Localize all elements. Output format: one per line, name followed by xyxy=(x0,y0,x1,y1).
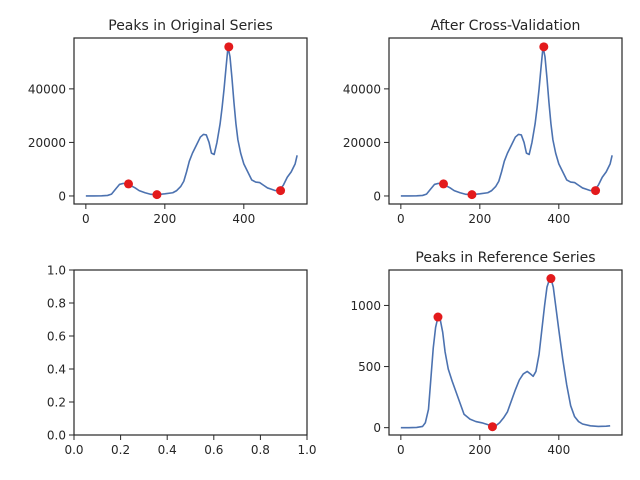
x-tick-label: 400 xyxy=(547,443,570,457)
subplot-title: Peaks in Original Series xyxy=(108,18,273,34)
y-tick-label: 40000 xyxy=(28,82,66,96)
x-tick-label: 0 xyxy=(397,212,405,226)
peak-marker xyxy=(539,42,549,52)
peak-marker xyxy=(438,179,448,189)
peak-marker xyxy=(546,274,556,284)
series-line xyxy=(400,46,613,197)
peak-marker xyxy=(591,186,601,196)
y-tick-label: 0 xyxy=(373,421,381,435)
y-tick-label: 500 xyxy=(358,360,381,374)
y-tick-label: 0.2 xyxy=(47,396,66,410)
x-tick-label: 0 xyxy=(82,212,90,226)
x-tick-label: 200 xyxy=(468,443,491,457)
y-tick-label: 0 xyxy=(373,189,381,203)
y-tick-label: 0 xyxy=(58,189,66,203)
subplot-empty: 0.0 0.2 0.4 0.6 0.8 1.0 0.0 0.2 0.4 0.6 0.8 1.0 xyxy=(47,264,317,458)
x-tick-label: 0.8 xyxy=(251,443,270,457)
x-tick-label: 200 xyxy=(468,212,491,226)
axes-frame xyxy=(73,37,308,205)
peak-marker xyxy=(123,179,133,189)
x-tick-label: 400 xyxy=(547,212,570,226)
peak-marker xyxy=(152,190,162,200)
x-tick-label: 0.0 xyxy=(64,443,83,457)
axes-frame xyxy=(388,269,623,436)
x-tick-label: 1.0 xyxy=(297,443,316,457)
subplot-reference-series: Peaks in Reference Series 0 200 400 0 500 100… xyxy=(350,250,623,457)
y-tick-label: 40000 xyxy=(343,82,381,96)
axes-frame xyxy=(73,269,308,436)
x-tick-label: 0 xyxy=(397,443,405,457)
peak-marker xyxy=(467,190,477,200)
y-tick-label: 1000 xyxy=(350,299,381,313)
series-line xyxy=(85,46,298,197)
y-tick-label: 20000 xyxy=(28,136,66,150)
subplot-original-series: Peaks in Original Series 0 200 400 0 20000 40… xyxy=(28,18,308,226)
subplot-title: After Cross-Validation xyxy=(431,18,581,34)
y-tick-label: 0.0 xyxy=(47,429,66,443)
y-tick-label: 0.8 xyxy=(47,297,66,311)
axes-frame xyxy=(388,37,623,205)
peak-marker xyxy=(276,186,286,196)
y-tick-label: 0.4 xyxy=(47,363,66,377)
x-tick-label: 0.6 xyxy=(204,443,223,457)
y-tick-label: 0.6 xyxy=(47,330,66,344)
x-tick-label: 0.2 xyxy=(111,443,130,457)
x-tick-label: 200 xyxy=(153,212,176,226)
peak-marker xyxy=(224,42,234,52)
x-tick-label: 0.4 xyxy=(158,443,177,457)
peak-marker xyxy=(487,422,497,432)
peak-marker xyxy=(433,312,443,322)
subplot-after-cross-validation: After Cross-Validation 0 200 400 0 20000 4000… xyxy=(343,18,623,226)
subplot-title: Peaks in Reference Series xyxy=(415,250,595,266)
y-tick-label: 20000 xyxy=(343,136,381,150)
y-tick-label: 1.0 xyxy=(47,264,66,278)
x-tick-label: 400 xyxy=(232,212,255,226)
